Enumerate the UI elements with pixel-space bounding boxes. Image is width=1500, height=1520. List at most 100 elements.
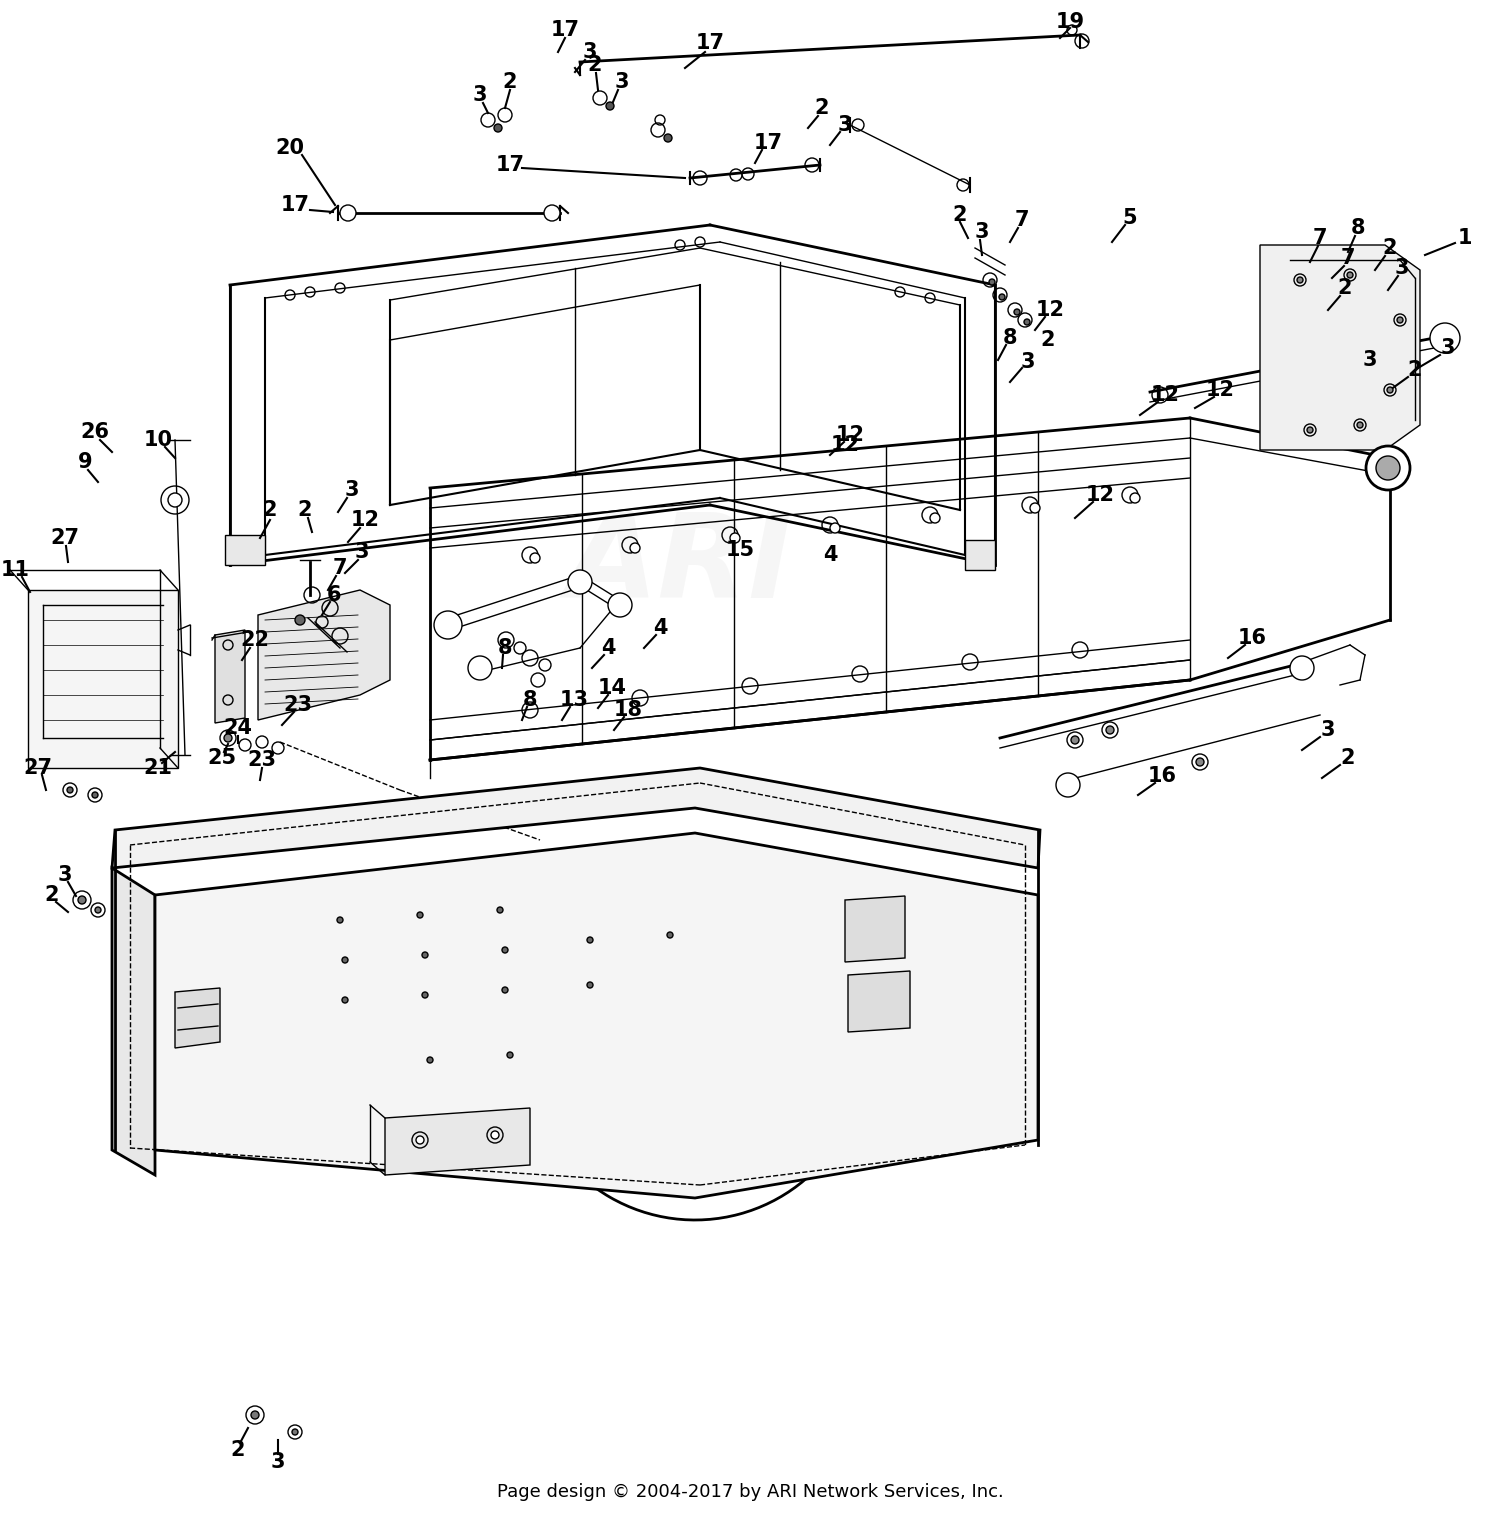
Text: 11: 11 (0, 559, 30, 581)
Circle shape (490, 1131, 500, 1138)
Text: 7: 7 (333, 558, 346, 578)
Polygon shape (847, 971, 910, 1032)
Text: 24: 24 (224, 717, 252, 739)
Circle shape (1106, 727, 1114, 734)
Circle shape (427, 1056, 433, 1062)
Polygon shape (844, 895, 904, 962)
Text: 3: 3 (837, 116, 852, 135)
Text: 12: 12 (351, 511, 380, 530)
Circle shape (433, 611, 462, 638)
Circle shape (1290, 657, 1314, 679)
Circle shape (1030, 503, 1039, 514)
Text: 13: 13 (560, 690, 588, 710)
Circle shape (1376, 456, 1400, 480)
Text: 26: 26 (81, 423, 110, 442)
Circle shape (1396, 318, 1402, 324)
Text: 19: 19 (1056, 12, 1084, 32)
Circle shape (1388, 388, 1394, 394)
Text: 17: 17 (550, 20, 579, 40)
Text: 8: 8 (522, 690, 537, 710)
Circle shape (608, 593, 631, 617)
Text: 12: 12 (836, 426, 864, 445)
Text: 3: 3 (270, 1452, 285, 1471)
Circle shape (1196, 758, 1204, 766)
Circle shape (94, 907, 100, 914)
Text: 2: 2 (1341, 748, 1356, 768)
Circle shape (988, 280, 994, 286)
Circle shape (496, 907, 502, 914)
Polygon shape (1260, 245, 1420, 450)
Polygon shape (225, 535, 266, 565)
Text: 4: 4 (600, 638, 615, 658)
Circle shape (730, 534, 740, 543)
Text: 16: 16 (1148, 766, 1176, 786)
Polygon shape (258, 590, 390, 720)
Text: 2: 2 (297, 500, 312, 520)
Text: 4: 4 (822, 546, 837, 565)
Circle shape (1430, 324, 1460, 353)
Text: 2: 2 (231, 1439, 246, 1461)
Circle shape (830, 523, 840, 534)
Circle shape (630, 543, 640, 553)
Circle shape (606, 102, 613, 109)
Text: 3: 3 (57, 865, 72, 885)
Text: 17: 17 (753, 134, 783, 154)
Circle shape (1056, 774, 1080, 796)
Text: 3: 3 (1395, 258, 1410, 278)
Circle shape (340, 205, 356, 220)
Circle shape (507, 1052, 513, 1058)
Polygon shape (964, 540, 994, 570)
Circle shape (1347, 272, 1353, 278)
Text: 2: 2 (1338, 278, 1353, 298)
Circle shape (417, 912, 423, 918)
Circle shape (78, 895, 86, 904)
Text: 27: 27 (51, 527, 80, 549)
Circle shape (168, 492, 182, 508)
Circle shape (292, 1429, 298, 1435)
Text: 8: 8 (1350, 217, 1365, 239)
Circle shape (1298, 277, 1304, 283)
Circle shape (544, 205, 560, 220)
Circle shape (1306, 427, 1312, 433)
Text: 8: 8 (1002, 328, 1017, 348)
Text: 7: 7 (1014, 210, 1029, 230)
Circle shape (586, 982, 592, 988)
Polygon shape (154, 833, 1038, 1198)
Text: 3: 3 (975, 222, 990, 242)
Text: 2: 2 (1383, 239, 1398, 258)
Text: 6: 6 (327, 585, 340, 605)
Text: 23: 23 (284, 695, 312, 714)
Text: 12: 12 (1206, 380, 1234, 400)
Circle shape (92, 792, 98, 798)
Text: 2: 2 (1041, 330, 1056, 350)
Text: 22: 22 (240, 629, 270, 651)
Text: 12: 12 (1150, 385, 1179, 404)
Text: 23: 23 (248, 749, 276, 771)
Circle shape (1366, 445, 1410, 489)
Text: 5: 5 (1122, 208, 1137, 228)
Circle shape (668, 932, 674, 938)
Polygon shape (112, 768, 1040, 868)
Circle shape (1358, 423, 1364, 429)
Circle shape (514, 641, 526, 654)
Circle shape (1071, 736, 1078, 743)
Text: 27: 27 (24, 758, 52, 778)
Text: 3: 3 (345, 480, 360, 500)
Text: 1: 1 (1458, 228, 1472, 248)
Text: 12: 12 (831, 435, 860, 454)
Text: 15: 15 (726, 540, 754, 559)
Polygon shape (176, 988, 220, 1047)
Circle shape (1130, 492, 1140, 503)
Circle shape (530, 553, 540, 562)
Text: 12: 12 (1086, 485, 1114, 505)
Text: 12: 12 (1035, 299, 1065, 321)
Text: 7: 7 (1341, 248, 1356, 268)
Text: 3: 3 (1020, 353, 1035, 372)
Circle shape (422, 952, 428, 958)
Polygon shape (214, 629, 244, 724)
Circle shape (416, 1135, 424, 1145)
Circle shape (664, 134, 672, 141)
Text: 18: 18 (614, 701, 642, 720)
Text: 20: 20 (276, 138, 304, 158)
Text: 2: 2 (588, 55, 602, 74)
